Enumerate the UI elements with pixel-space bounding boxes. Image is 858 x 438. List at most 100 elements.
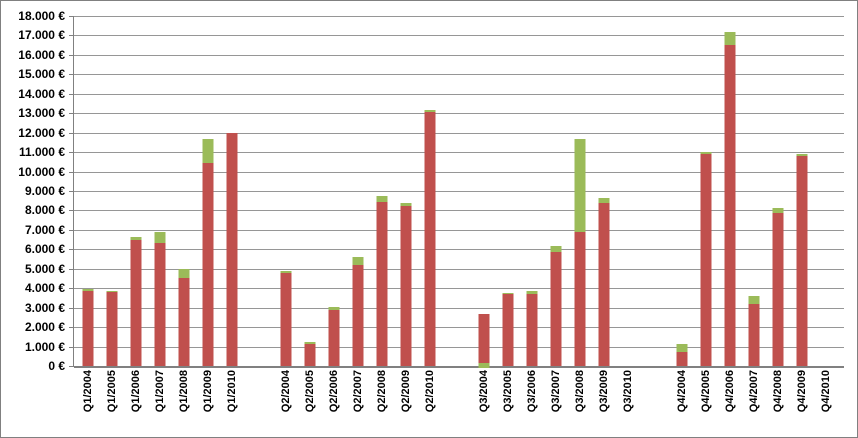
x-tick-label-text: Q2/2007 [352,370,364,413]
bar-slot: Q2/2010 [418,16,442,436]
bar-segment-green [130,236,142,240]
x-tick-label-text: Q2/2009 [400,370,412,413]
bar-segment-red [700,154,712,366]
bar-slot: Q1/2005 [100,16,124,436]
bar-segment-green [154,231,166,243]
gridline [74,171,844,173]
bar-slot: Q2/2006 [322,16,346,436]
gridline [74,54,844,56]
x-tick-label: Q1/2010 [220,366,244,436]
x-tick-label: Q2/2006 [322,366,346,436]
bar-area [520,16,544,366]
bar-segment-green [280,270,292,273]
bar-segment-green [772,207,784,214]
bar-segment-green [700,152,712,155]
bar-Q1-2004 [82,289,94,366]
bar-slot: Q1/2004 [76,16,100,436]
bar-slot: Q3/2008 [568,16,592,436]
bar-segment-green [574,138,586,232]
bar-Q4-2004 [676,343,688,366]
bar-Q1-2005 [106,291,118,366]
bar-segment-green [598,197,610,203]
x-tick-label: Q3/2010 [616,366,640,436]
bar-Q1-2007 [154,231,166,366]
bar-segment-green [676,343,688,353]
bar-segment-red [676,352,688,366]
y-tick-label: 15.000 € [18,67,65,82]
bar-Q2-2008 [376,195,388,366]
bar-area [100,16,124,366]
bar-Q4-2007 [748,296,760,366]
bar-Q3-2009 [598,197,610,366]
bar-segment-green [400,202,412,206]
bar-segment-red [376,201,388,366]
bar-slot: Q3/2004 [472,16,496,436]
bar-slot: Q3/2007 [544,16,568,436]
x-tick-label-text: Q4/2010 [820,370,832,413]
bar-Q2-2005 [304,341,316,366]
bar-slot: Q2/2007 [346,16,370,436]
bar-slot: Q1/2009 [196,16,220,436]
x-tick-label: Q1/2009 [196,366,220,436]
bar-Q1-2008 [178,268,190,366]
y-tick-label: 13.000 € [18,106,65,121]
bar-segment-red [226,132,238,366]
bar-Q3-2006 [526,290,538,366]
y-axis-tick [69,113,74,115]
bar-slot: Q2/2008 [370,16,394,436]
y-tick-label: 10.000 € [18,164,65,179]
y-tick-label: 1.000 € [24,339,65,354]
gridline [74,191,844,192]
bar-segment-green [526,290,538,295]
bar-Q2-2007 [352,257,364,366]
bar-area [346,16,370,366]
bar-group: Q1/2004 Q1/2005 Q1/2006 Q1/2007 Q1/2008 Q1/20… [76,16,244,436]
gridline [74,249,844,251]
x-tick-label: Q4/2009 [790,366,814,436]
gridline [74,132,844,134]
bar-area [568,16,592,366]
x-tick-label: Q4/2010 [814,366,838,436]
bar-segment-red [106,292,118,366]
bar-segment-green [724,31,736,46]
bar-segment-red [526,294,538,366]
y-axis-tick [69,249,74,251]
y-axis-tick [69,366,74,367]
gridline [74,268,844,270]
bar-segment-red [202,162,214,366]
y-axis-tick [69,132,74,134]
bar-segment-green [376,195,388,202]
bar-segment-red [130,239,142,366]
bar-segment-red [502,294,514,366]
bar-slot: Q4/2010 [814,16,838,436]
bar-area [172,16,196,366]
bar-segment-red [574,231,586,366]
gridline [74,93,844,95]
bar-area [742,16,766,366]
bar-segment-green [106,291,118,293]
bar-segment-red [304,343,316,366]
x-tick-label: Q2/2010 [418,366,442,436]
x-tick-label: Q1/2007 [148,366,172,436]
bar-slot: Q1/2007 [148,16,172,436]
y-tick-label: 18.000 € [18,9,65,23]
bar-segment-red [772,213,784,366]
bar-segment-red [478,313,490,366]
bar-slot: Q2/2009 [394,16,418,436]
x-tick-label-text: Q4/2008 [772,370,784,413]
bar-slot: Q2/2005 [298,16,322,436]
bar-area [694,16,718,366]
bar-segment-green [550,246,562,253]
y-axis-tick [69,191,74,192]
x-tick-label-text: Q1/2004 [82,370,94,413]
y-tick-label: 12.000 € [18,125,65,140]
bar-area [544,16,568,366]
y-axis: 18.000 € 17.000 € 16.000 € 15.000 € 14.000 €… [1,1,65,437]
x-tick-label-text: Q3/2005 [502,370,514,413]
x-tick-label-text: Q4/2007 [748,370,760,413]
bar-area [148,16,172,366]
x-tick-label: Q1/2005 [100,366,124,436]
bar-slot: Q3/2006 [520,16,544,436]
gridline [74,288,844,290]
